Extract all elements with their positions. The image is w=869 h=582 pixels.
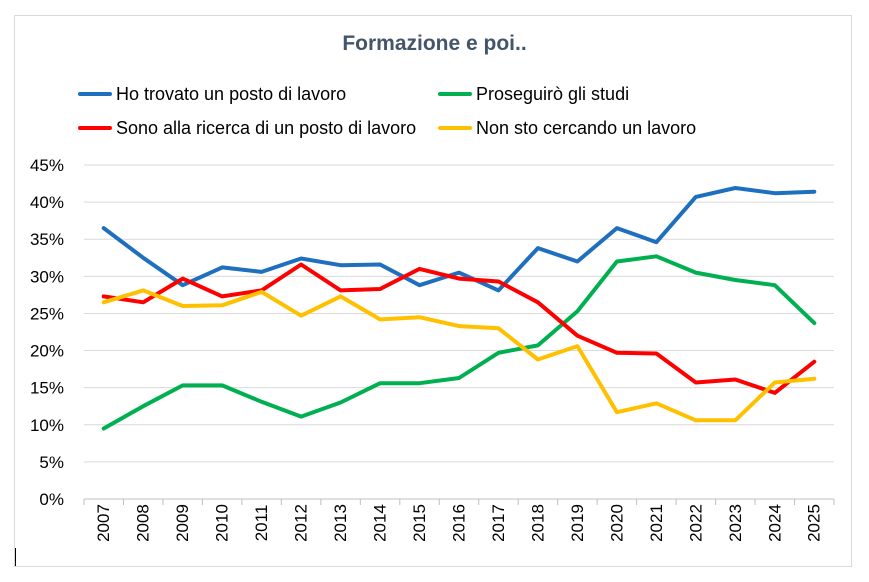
- y-tick-label: 35%: [30, 230, 64, 249]
- y-tick-label: 5%: [39, 453, 64, 472]
- y-tick-label: 25%: [30, 304, 64, 323]
- y-tick-label: 20%: [30, 342, 64, 361]
- legend-swatch: [438, 126, 472, 130]
- series-line-1: [101, 254, 817, 431]
- y-tick-label: 30%: [30, 267, 64, 286]
- x-tick-label: 2025: [805, 504, 824, 542]
- x-tick-label: 2013: [331, 504, 350, 542]
- x-tick-label: 2021: [647, 504, 666, 542]
- x-tick-label: 2015: [410, 504, 429, 542]
- x-tick-label: 2020: [607, 504, 626, 542]
- x-tick-label: 2019: [568, 504, 587, 542]
- legend-label: Non sto cercando un lavoro: [476, 117, 697, 138]
- x-tick-label: 2023: [726, 504, 745, 542]
- x-tick-label: 2012: [292, 504, 311, 542]
- chart-title: Formazione e poi..: [342, 32, 527, 55]
- series-line-3: [101, 288, 817, 423]
- y-tick-label: 15%: [30, 379, 64, 398]
- x-tick-label: 2008: [134, 504, 153, 542]
- legend-label: Sono alla ricerca di un posto di lavoro: [116, 117, 417, 138]
- legend-item-ho-trovato: Ho trovato un posto di lavoro: [78, 84, 346, 104]
- text-cursor: [15, 548, 16, 566]
- x-tick-label: 2011: [252, 505, 271, 542]
- legend-label: Proseguirò gli studi: [476, 83, 630, 104]
- legend-swatch: [78, 126, 112, 130]
- x-tick-label: 2018: [528, 504, 547, 542]
- x-tick-label: 2010: [213, 504, 232, 542]
- x-tick-label: 2024: [765, 504, 784, 542]
- legend-item-proseguiro: Proseguirò gli studi: [438, 84, 629, 104]
- chart-frame: [14, 15, 852, 567]
- x-tick-label: 2007: [94, 504, 113, 542]
- legend-swatch: [78, 92, 112, 96]
- x-tick-label: 2009: [173, 504, 192, 542]
- x-tick-label: 2017: [489, 504, 508, 542]
- y-tick-label: 0%: [39, 490, 64, 509]
- x-tick-label: 2016: [449, 504, 468, 542]
- y-tick-label: 10%: [30, 416, 64, 435]
- y-tick-label: 45%: [30, 156, 64, 175]
- legend-label: Ho trovato un posto di lavoro: [116, 83, 347, 104]
- legend-swatch: [438, 92, 472, 96]
- series-line-2: [101, 262, 817, 395]
- legend-item-sono-alla-ricerca: Sono alla ricerca di un posto di lavoro: [78, 118, 416, 138]
- y-tick-label: 40%: [30, 193, 64, 212]
- x-tick-label: 2014: [371, 504, 390, 542]
- legend-item-non-sto-cercando: Non sto cercando un lavoro: [438, 118, 696, 138]
- x-tick-label: 2022: [686, 504, 705, 542]
